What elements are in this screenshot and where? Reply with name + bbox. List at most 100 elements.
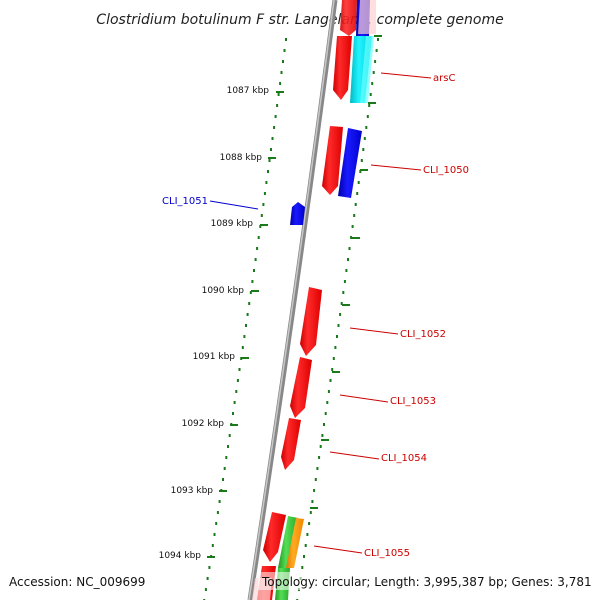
gene-label-cli-1053[interactable]: CLI_1053 — [390, 396, 436, 407]
inner-ticks — [310, 35, 382, 509]
guide-dot — [253, 269, 255, 272]
guide-dot — [259, 225, 262, 228]
gene-feature[interactable] — [333, 36, 352, 100]
guide-dot — [345, 269, 348, 272]
gene-feature[interactable] — [290, 202, 305, 225]
guide-dot — [314, 478, 317, 481]
guide-dot — [206, 577, 209, 580]
guide-dot — [337, 324, 340, 327]
guide-dot — [274, 115, 277, 118]
guide-dot — [276, 104, 279, 107]
guide-dot — [321, 434, 324, 437]
guide-dot — [363, 137, 366, 140]
guide-dot — [306, 533, 309, 536]
guide-dot — [218, 500, 221, 503]
guide-dot — [303, 555, 305, 558]
tick-label: 1087 kbp — [227, 86, 270, 96]
guide-dot — [228, 434, 231, 437]
guide-dot — [233, 401, 236, 404]
guide-dot — [359, 170, 362, 173]
guide-dot — [336, 335, 338, 338]
guide-dot — [222, 478, 224, 481]
guide-dot — [245, 324, 247, 327]
guide-dot — [327, 390, 330, 393]
guide-dot — [225, 456, 228, 459]
genome-backbone-highlight — [248, 0, 335, 600]
gene-feature[interactable] — [278, 516, 298, 568]
guide-dot — [366, 115, 369, 118]
guide-dot — [227, 445, 229, 448]
gene-label-cli-1050[interactable]: CLI_1050 — [423, 165, 469, 176]
gene-label-cli-1054[interactable]: CLI_1054 — [381, 453, 427, 464]
guide-dot — [270, 148, 272, 151]
gene-feature[interactable] — [300, 287, 322, 356]
guide-dot — [375, 49, 378, 52]
guide-dot — [339, 313, 342, 316]
gene-feature[interactable] — [322, 126, 343, 195]
gene-feature[interactable] — [360, 36, 374, 103]
guide-dot — [348, 247, 351, 250]
gene-feature[interactable] — [290, 357, 312, 418]
guide-dot — [362, 148, 365, 151]
guide-dot — [357, 181, 360, 184]
tick-label: 1088 kbp — [220, 153, 263, 163]
gene-feature[interactable] — [263, 512, 286, 562]
guide-dot — [280, 71, 283, 74]
guide-dot — [265, 181, 268, 184]
guide-dot — [301, 566, 304, 569]
guide-dot — [319, 445, 322, 448]
gene-feature[interactable] — [281, 418, 301, 470]
guide-dot — [273, 126, 276, 129]
guide-dot — [282, 60, 284, 63]
guide-dot — [323, 423, 325, 426]
guide-dot — [204, 588, 207, 591]
guide-dot — [332, 357, 335, 360]
guide-dot — [347, 258, 349, 261]
guide-dot — [353, 214, 356, 217]
gene-label-arsC[interactable]: arsC — [433, 73, 455, 84]
guide-dot — [243, 335, 246, 338]
tick-label: 1092 kbp — [182, 419, 225, 429]
guide-dot — [251, 280, 254, 283]
guide-dot — [350, 236, 353, 239]
guide-dot — [309, 511, 312, 514]
tick-label: 1093 kbp — [171, 486, 214, 496]
footer-topology: Topology: circular; Length: 3,995,387 bp… — [261, 575, 592, 589]
gene-feature[interactable] — [286, 518, 304, 568]
gene-feature[interactable] — [358, 0, 376, 34]
gene-label-cli-1055[interactable]: CLI_1055 — [364, 548, 410, 559]
tick-label: 1091 kbp — [193, 352, 236, 362]
tick-label: 1094 kbp — [159, 551, 202, 561]
guide-dot — [215, 522, 218, 525]
guide-dot — [236, 379, 239, 382]
guide-dot — [329, 379, 332, 382]
guide-dot — [277, 93, 280, 96]
genome-backbone — [247, 0, 338, 600]
guide-dot — [238, 368, 241, 371]
gene-feature[interactable] — [340, 0, 357, 36]
guide-dot — [268, 159, 271, 162]
guide-dot — [377, 38, 379, 41]
guide-dot — [246, 313, 249, 316]
guide-dot — [369, 93, 372, 96]
guide-dot — [324, 412, 327, 415]
guide-dot — [374, 60, 377, 63]
guide-dot — [356, 192, 359, 195]
guide-dot — [211, 544, 214, 547]
guide-dot — [372, 71, 375, 74]
gene-label-cli-1051[interactable]: CLI_1051 — [162, 196, 208, 207]
gene-feature[interactable] — [338, 128, 362, 198]
guide-dot — [316, 467, 319, 470]
guide-dot — [254, 258, 257, 261]
gene-label-cli-1052[interactable]: CLI_1052 — [400, 329, 446, 340]
guide-dot — [263, 192, 266, 195]
guide-dot — [271, 137, 274, 140]
map-title: Clostridium botulinum F str. Langeland, … — [96, 12, 503, 28]
gene-features — [252, 0, 376, 600]
guide-dot — [235, 390, 238, 393]
guide-dot — [249, 291, 252, 294]
guide-dot — [313, 489, 316, 492]
guide-dot — [340, 302, 343, 305]
guide-dot — [241, 346, 244, 349]
guide-dot — [343, 280, 346, 283]
